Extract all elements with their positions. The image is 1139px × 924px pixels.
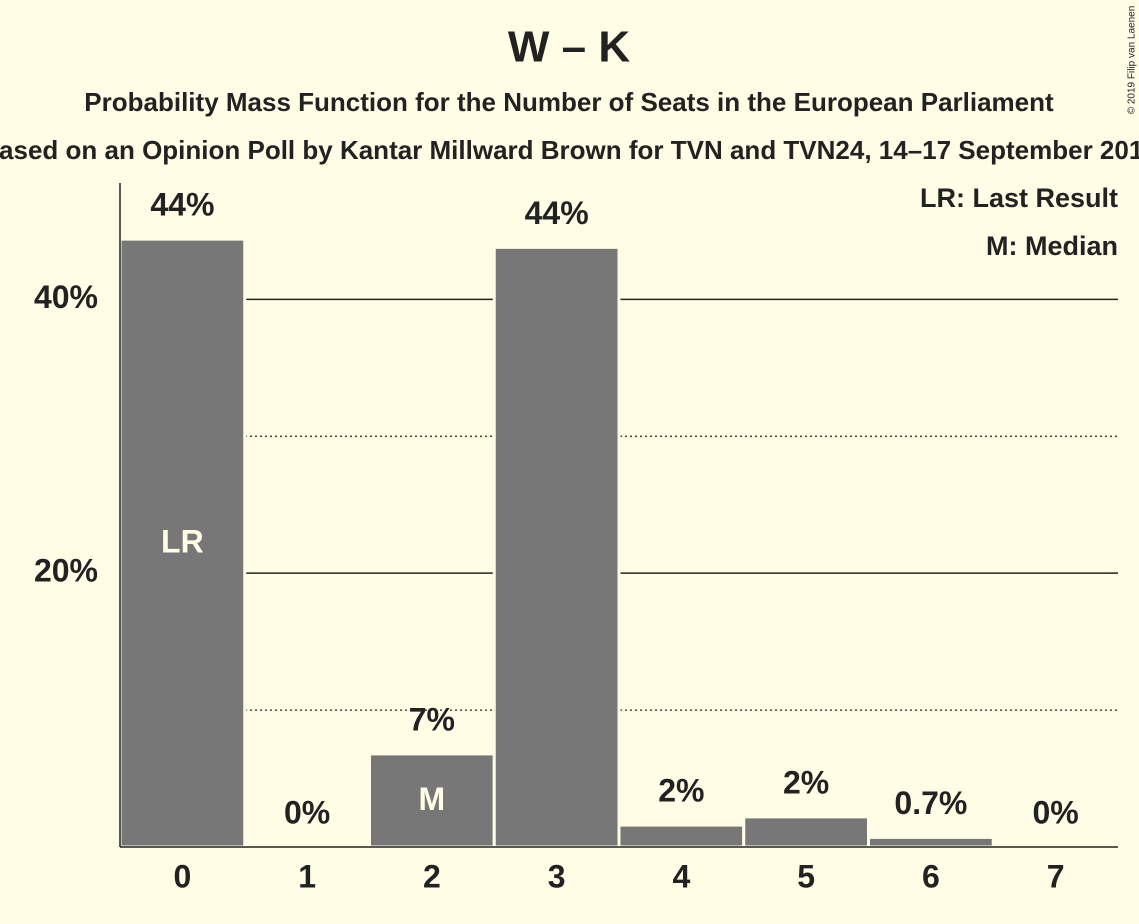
y-tick-label: 20% (34, 553, 98, 589)
value-label: 2% (658, 773, 704, 809)
value-label: 2% (783, 764, 829, 800)
legend-note: M: Median (986, 231, 1118, 261)
x-tick-label: 2 (423, 858, 441, 894)
value-label: 44% (525, 195, 589, 231)
bar (617, 823, 746, 849)
bar (368, 752, 496, 849)
bar (742, 815, 870, 849)
value-label: 0.7% (894, 785, 967, 821)
y-tick-label: 40% (34, 279, 98, 315)
value-label: 44% (150, 187, 214, 223)
value-label: 0% (284, 794, 330, 830)
x-tick-label: 6 (922, 858, 940, 894)
bar-annotation: M (419, 781, 446, 817)
x-tick-label: 5 (797, 858, 815, 894)
chart-subtitle: Probability Mass Function for the Number… (84, 87, 1054, 117)
x-tick-label: 0 (173, 858, 191, 894)
chart-subtitle: Based on an Opinion Poll by Kantar Millw… (0, 135, 1139, 165)
legend-note: LR: Last Result (920, 183, 1118, 213)
value-label: 7% (409, 701, 455, 737)
x-tick-label: 4 (672, 858, 690, 894)
copyright: © 2019 Filip van Laenen (1127, 6, 1138, 115)
x-tick-label: 3 (548, 858, 566, 894)
bar (118, 237, 247, 849)
bar (867, 835, 995, 849)
chart-title: W – K (508, 23, 630, 72)
value-label: 0% (1033, 794, 1079, 830)
x-tick-label: 7 (1047, 858, 1065, 894)
x-tick-label: 1 (298, 858, 316, 894)
bar-annotation: LR (161, 524, 204, 560)
bar (492, 245, 621, 849)
